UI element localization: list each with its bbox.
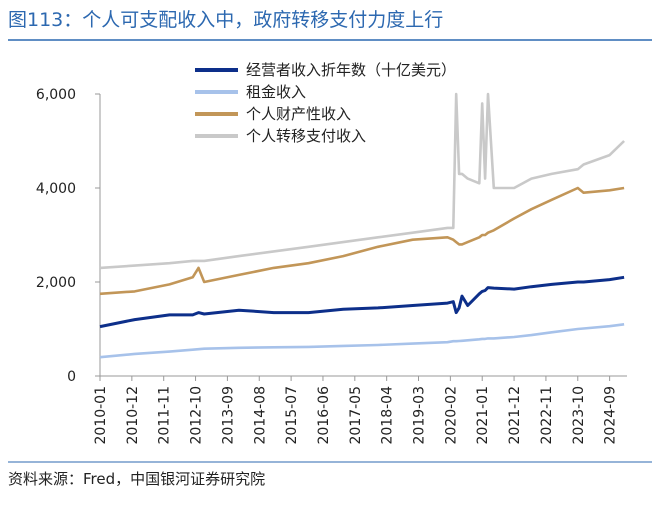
x-tick-label: 2021-12 [507, 386, 523, 445]
x-tick-label: 2020-02 [443, 386, 459, 445]
y-tick-label: 0 [67, 369, 76, 385]
series-line [99, 275, 625, 329]
x-tick-label: 2023-10 [571, 386, 587, 445]
source-note: 资料来源：Fred，中国银河证券研究院 [8, 470, 265, 488]
legend-label: 租金收入 [246, 83, 306, 101]
legend-label: 个人财产性收入 [246, 105, 351, 123]
x-tick-label: 2018-04 [380, 386, 396, 445]
y-tick-label: 6,000 [36, 87, 76, 103]
x-tick-label: 2010-01 [93, 386, 109, 445]
y-tick-label: 2,000 [36, 275, 76, 291]
x-tick-label: 2013-09 [220, 386, 236, 445]
series-line [99, 92, 626, 270]
chart-title: 图113：个人可支配收入中，政府转移支付力度上行 [8, 9, 443, 31]
x-tick-label: 2021-01 [475, 386, 491, 445]
y-tick-label: 4,000 [36, 181, 76, 197]
x-tick-label: 2016-06 [316, 386, 332, 445]
legend-label: 经营者收入折年数（十亿美元） [246, 61, 456, 79]
x-tick-label: 2012-10 [189, 386, 205, 445]
x-tick-label: 2014-08 [252, 386, 268, 445]
x-tick-label: 2010-12 [125, 386, 141, 445]
x-tick-label: 2024-09 [603, 386, 619, 445]
series-line [99, 323, 625, 359]
legend-label: 个人转移支付收入 [246, 127, 366, 145]
series-line [99, 186, 625, 296]
x-tick-label: 2019-03 [412, 386, 428, 445]
x-tick-label: 2015-07 [284, 386, 300, 445]
x-tick-label: 2017-05 [348, 386, 364, 445]
x-tick-label: 2011-11 [157, 386, 173, 445]
x-tick-label: 2022-11 [539, 386, 555, 445]
